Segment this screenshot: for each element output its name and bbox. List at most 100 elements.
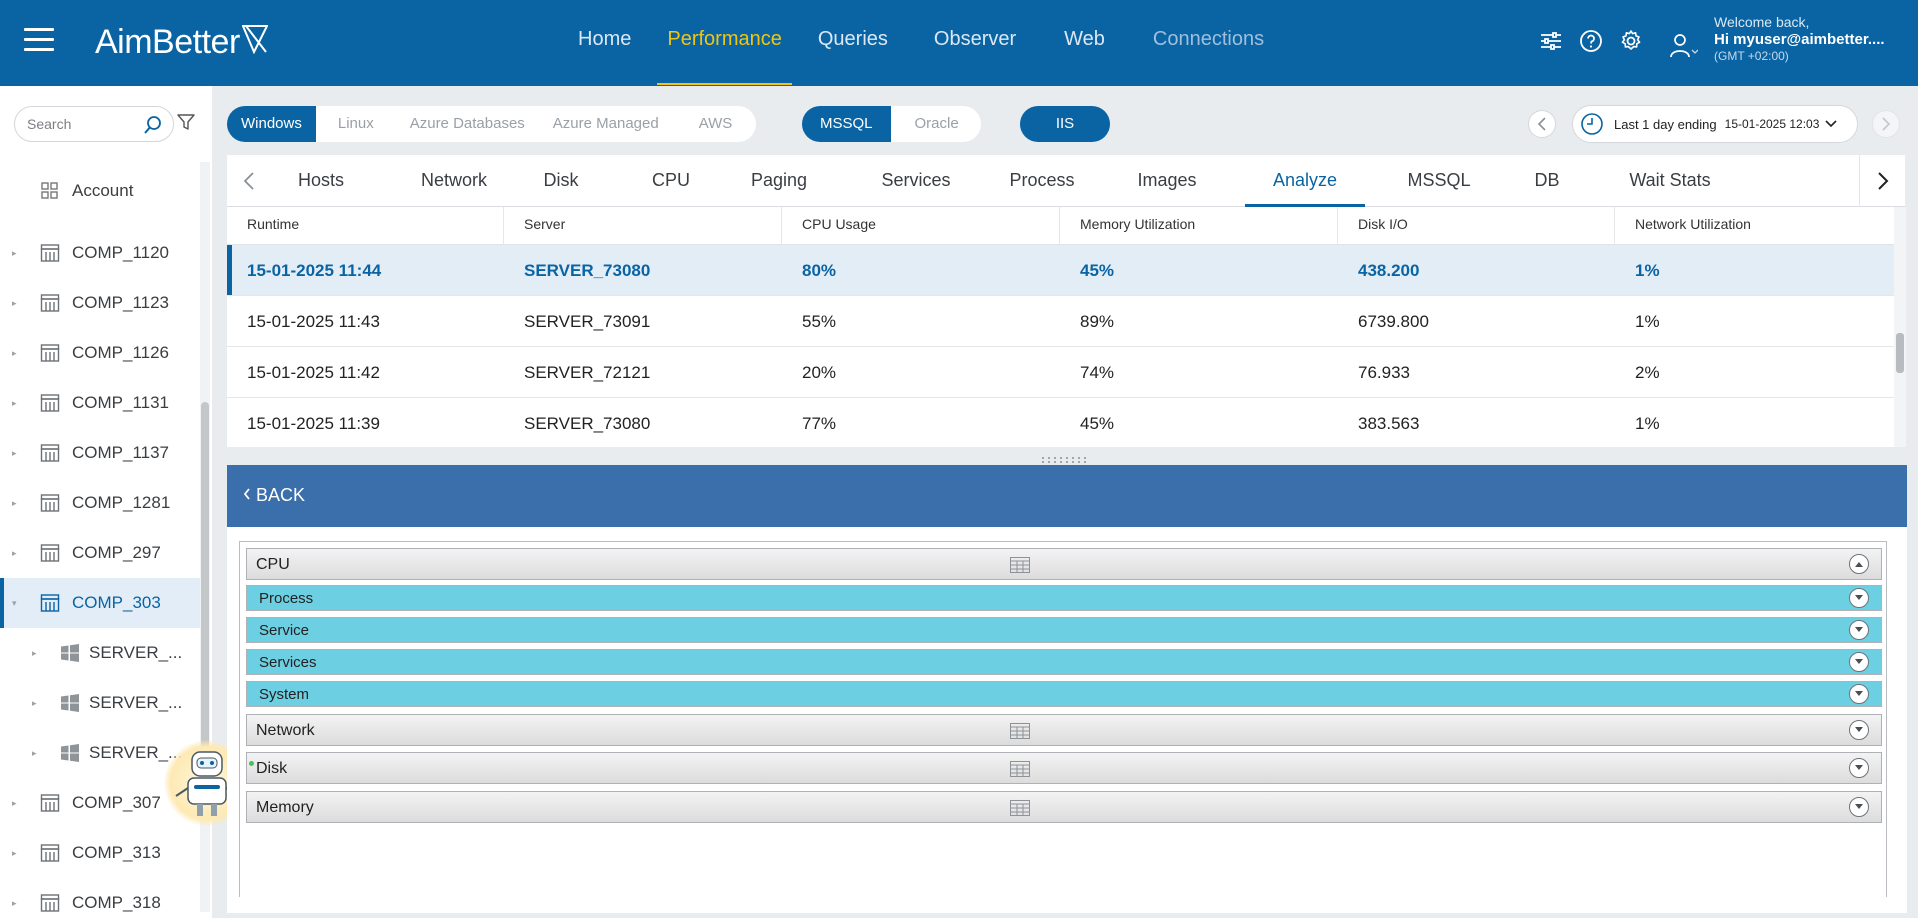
sidebar-item-company[interactable]: ▸ COMP_1120 bbox=[0, 228, 200, 278]
db-oracle[interactable]: Oracle bbox=[914, 115, 959, 132]
caret-right-icon[interactable]: ▸ bbox=[12, 547, 17, 558]
sidebar-item-company[interactable]: ▸ COMP_297 bbox=[0, 528, 200, 578]
tab-analyze[interactable]: Analyze bbox=[1245, 155, 1365, 207]
accordion-memory[interactable]: Memory bbox=[246, 791, 1882, 823]
nav-home[interactable]: Home bbox=[578, 28, 632, 50]
expand-icon[interactable] bbox=[1849, 652, 1869, 672]
tab-images[interactable]: Images bbox=[1137, 170, 1197, 190]
search-input[interactable] bbox=[27, 116, 137, 132]
sidebar-item-company[interactable]: ▸ COMP_1123 bbox=[0, 278, 200, 328]
iis-button[interactable]: IIS bbox=[1020, 106, 1110, 142]
column-header-runtime[interactable]: Runtime bbox=[227, 207, 504, 245]
os-linux[interactable]: Linux bbox=[337, 115, 374, 132]
nav-web[interactable]: Web bbox=[1064, 28, 1105, 50]
collapse-icon[interactable] bbox=[1849, 554, 1869, 574]
sidebar-item-server[interactable]: ▸ SERVER_... bbox=[0, 728, 200, 778]
os-aws[interactable]: AWS bbox=[698, 115, 733, 132]
accordion-network[interactable]: Network bbox=[246, 714, 1882, 746]
table-view-icon[interactable] bbox=[1010, 723, 1030, 739]
sidebar-item-company[interactable]: ▸ COMP_318 bbox=[0, 878, 200, 918]
tab-wait-stats[interactable]: Wait Stats bbox=[1629, 170, 1711, 190]
table-view-icon[interactable] bbox=[1010, 557, 1030, 573]
table-view-icon[interactable] bbox=[1010, 800, 1030, 816]
os-azure-databases[interactable]: Azure Databases bbox=[409, 115, 525, 132]
column-header-network-utilization[interactable]: Network Utilization bbox=[1635, 216, 1751, 232]
sidebar-item-company[interactable]: ▸ COMP_1137 bbox=[0, 428, 200, 478]
sliders-icon[interactable] bbox=[1538, 28, 1564, 54]
tab-db[interactable]: DB bbox=[1534, 170, 1560, 190]
table-scroll-thumb[interactable] bbox=[1896, 333, 1904, 373]
caret-right-icon[interactable]: ▸ bbox=[32, 647, 37, 658]
nav-connections[interactable]: Connections bbox=[1152, 28, 1265, 50]
expand-icon[interactable] bbox=[1849, 620, 1869, 640]
column-header-cpu-usage[interactable]: CPU Usage bbox=[782, 207, 1060, 245]
tab-cpu[interactable]: CPU bbox=[651, 170, 690, 190]
os-azure-managed[interactable]: Azure Managed bbox=[552, 115, 659, 132]
help-icon[interactable] bbox=[1578, 28, 1604, 54]
os-windows[interactable]: Windows bbox=[227, 106, 316, 142]
sidebar-scrollbar[interactable] bbox=[200, 162, 210, 912]
caret-right-icon[interactable]: ▸ bbox=[12, 897, 17, 908]
accordion-services[interactable]: Services bbox=[246, 649, 1882, 675]
date-range-picker[interactable]: Last 1 day ending 15-01-2025 12:03 bbox=[1572, 105, 1858, 143]
user-icon[interactable] bbox=[1670, 28, 1700, 64]
caret-right-icon[interactable]: ▸ bbox=[12, 247, 17, 258]
table-row[interactable]: 15-01-2025 11:42 SERVER_72121 20% 74% 76.933… bbox=[227, 347, 1894, 398]
caret-right-icon[interactable]: ▸ bbox=[32, 747, 37, 758]
nav-observer[interactable]: Observer bbox=[933, 28, 1017, 50]
sidebar-item-server[interactable]: ▸ SERVER_... bbox=[0, 628, 200, 678]
tabs-prev-button[interactable] bbox=[227, 155, 271, 207]
expand-icon[interactable] bbox=[1849, 684, 1869, 704]
sidebar-item-account[interactable]: Account bbox=[0, 166, 200, 216]
tabs-next-button[interactable] bbox=[1859, 155, 1905, 207]
sidebar-item-server[interactable]: ▸ SERVER_... bbox=[0, 678, 200, 728]
caret-right-icon[interactable]: ▸ bbox=[12, 797, 17, 808]
panel-splitter[interactable] bbox=[1040, 452, 1090, 463]
expand-icon[interactable] bbox=[1849, 758, 1869, 778]
tab-paging[interactable]: Paging bbox=[750, 170, 808, 190]
column-header-server[interactable]: Server bbox=[504, 207, 782, 245]
sidebar-item-company[interactable]: ▾ COMP_303 bbox=[0, 578, 200, 628]
caret-right-icon[interactable]: ▸ bbox=[12, 397, 17, 408]
sidebar-scroll-thumb[interactable] bbox=[201, 402, 209, 792]
table-row[interactable]: 15-01-2025 11:39 SERVER_73080 77% 45% 383.56… bbox=[227, 398, 1894, 447]
tab-process[interactable]: Process bbox=[1009, 170, 1075, 190]
table-row[interactable]: 15-01-2025 11:44 SERVER_73080 80% 45% 438.20… bbox=[227, 245, 1894, 296]
filter-icon[interactable] bbox=[177, 113, 195, 131]
tab-hosts[interactable]: Hosts bbox=[297, 170, 344, 190]
date-prev-button[interactable] bbox=[1528, 110, 1556, 138]
expand-icon[interactable] bbox=[1849, 588, 1869, 608]
caret-down-icon[interactable]: ▾ bbox=[12, 597, 17, 608]
table-scrollbar[interactable] bbox=[1894, 207, 1906, 447]
caret-right-icon[interactable]: ▸ bbox=[12, 497, 17, 508]
back-button[interactable]: BACK bbox=[227, 465, 1907, 527]
settings-icon[interactable] bbox=[1618, 28, 1644, 54]
tab-network[interactable]: Network bbox=[420, 170, 487, 190]
column-header-disk-io[interactable]: Disk I/O bbox=[1338, 207, 1615, 245]
caret-right-icon[interactable]: ▸ bbox=[12, 347, 17, 358]
expand-icon[interactable] bbox=[1849, 797, 1869, 817]
tab-mssql[interactable]: MSSQL bbox=[1407, 170, 1471, 190]
table-row[interactable]: 15-01-2025 11:43 SERVER_73091 55% 89% 6739.8… bbox=[227, 296, 1894, 347]
expand-icon[interactable] bbox=[1849, 720, 1869, 740]
user-menu[interactable]: Welcome back, Hi myuser@aimbetter.... (G… bbox=[1670, 14, 1885, 64]
caret-right-icon[interactable]: ▸ bbox=[12, 847, 17, 858]
sidebar-item-company[interactable]: ▸ COMP_1126 bbox=[0, 328, 200, 378]
sidebar-item-company[interactable]: ▸ COMP_307 bbox=[0, 778, 200, 828]
menu-icon[interactable] bbox=[24, 28, 54, 52]
accordion-process[interactable]: Process bbox=[246, 585, 1882, 611]
caret-right-icon[interactable]: ▸ bbox=[12, 447, 17, 458]
caret-right-icon[interactable]: ▸ bbox=[32, 697, 37, 708]
db-mssql[interactable]: MSSQL bbox=[802, 106, 891, 142]
accordion-system[interactable]: System bbox=[246, 681, 1882, 707]
nav-queries[interactable]: Queries bbox=[817, 28, 888, 50]
tab-services[interactable]: Services bbox=[881, 170, 951, 190]
sidebar-item-company[interactable]: ▸ COMP_1131 bbox=[0, 378, 200, 428]
accordion-cpu[interactable]: CPU bbox=[246, 548, 1882, 580]
nav-performance[interactable]: Performance bbox=[649, 0, 800, 86]
column-header-memory-utilization[interactable]: Memory Utilization bbox=[1060, 207, 1338, 245]
date-next-button[interactable] bbox=[1872, 110, 1900, 138]
search-icon[interactable] bbox=[143, 115, 163, 135]
table-view-icon[interactable] bbox=[1010, 761, 1030, 777]
sidebar-item-company[interactable]: ▸ COMP_1281 bbox=[0, 478, 200, 528]
